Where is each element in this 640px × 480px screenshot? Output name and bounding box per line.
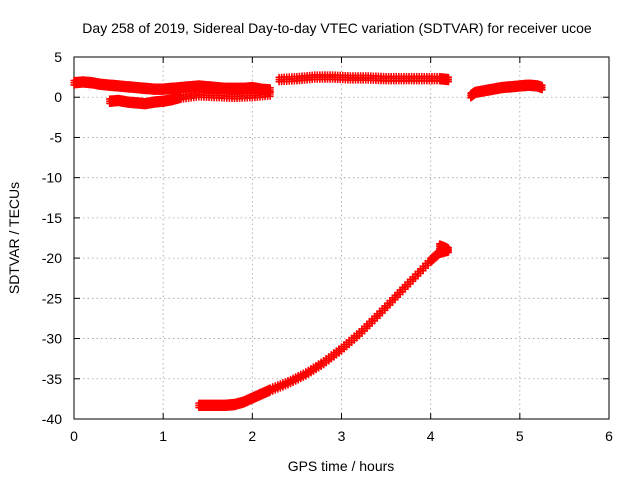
series-upper-band-main	[70, 76, 274, 96]
y-tick-label: -20	[42, 250, 62, 266]
y-tick-label: -15	[42, 210, 62, 226]
grid-layer	[74, 57, 609, 419]
data-point	[266, 88, 274, 96]
y-tick-label: -40	[42, 411, 62, 427]
series-upper-band-late	[275, 71, 452, 86]
x-tick-label: 0	[70, 428, 78, 444]
y-tick-label: -5	[50, 129, 63, 145]
x-tick-label: 6	[605, 428, 613, 444]
data-point	[538, 81, 546, 89]
y-tick-label: -35	[42, 371, 62, 387]
x-tick-label: 5	[516, 428, 524, 444]
chart-title: Day 258 of 2019, Sidereal Day-to-day VTE…	[82, 20, 592, 36]
series-upper-band-dip	[106, 88, 274, 110]
y-tick-label: 0	[54, 89, 62, 105]
ticks-layer: 0 1 2 3 4 5 6 5 0 -5 -10 -15 -20 -25 -30 -35 -40	[42, 49, 613, 444]
y-tick-label: 5	[54, 49, 62, 65]
series-lower-curve	[195, 240, 452, 412]
series-upper-band-end	[467, 79, 546, 102]
x-tick-label: 2	[248, 428, 256, 444]
y-tick-label: -10	[42, 170, 62, 186]
x-tick-label: 3	[338, 428, 346, 444]
x-axis-label: GPS time / hours	[288, 458, 395, 474]
y-tick-label: -25	[42, 290, 62, 306]
series-layer	[70, 71, 546, 412]
y-axis-label: SDTVAR / TECUs	[6, 182, 22, 294]
y-tick-label: -30	[42, 331, 62, 347]
x-tick-label: 4	[427, 428, 435, 444]
x-tick-label: 1	[159, 428, 167, 444]
data-point	[445, 73, 452, 81]
data-point	[436, 240, 444, 248]
